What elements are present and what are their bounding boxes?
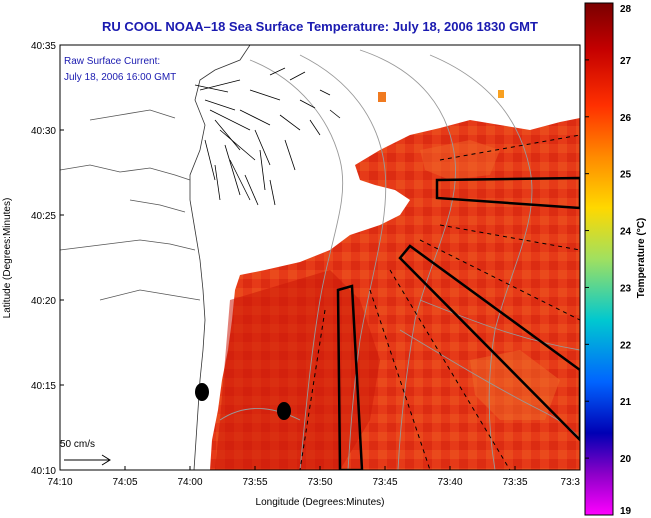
x-tick-label: 74:10 (47, 477, 72, 488)
y-tick-label: 40:35 (31, 41, 56, 52)
land-coastline (60, 45, 251, 470)
x-tick-label: 73:50 (307, 477, 332, 488)
station-marker (277, 402, 291, 420)
transect-boxes (336, 176, 580, 470)
transect-dashed-lines (299, 134, 580, 470)
sst-warm-patch-2 (470, 350, 560, 420)
x-axis-ticks: 74:10 74:05 74:00 73:55 73:50 73:45 73:40 73:35… (47, 466, 581, 488)
y-axis-ticks: 40:35 40:30 40:25 40:20 40:15 40:10 (31, 41, 64, 477)
sst-pixel (498, 90, 504, 98)
annotation-line-1: Raw Surface Current: (64, 56, 160, 67)
x-axis-title: Longitude (Degrees:Minutes) (256, 497, 385, 508)
x-tick-label: 74:00 (177, 477, 202, 488)
y-tick-label: 40:10 (31, 466, 56, 477)
annotation-line-2: July 18, 2006 16:00 GMT (64, 72, 176, 83)
colorbar-tick-label: 24 (620, 227, 632, 238)
x-tick-label: 73:40 (437, 477, 462, 488)
x-tick-label: 73:55 (242, 477, 267, 488)
sst-hot-band (215, 270, 380, 470)
colorbar-tick-label: 19 (620, 506, 632, 517)
map-title: RU COOL NOAA–18 Sea Surface Temperature:… (102, 19, 538, 34)
colorbar-tick-label: 25 (620, 170, 632, 181)
scale-bar-label: 50 cm/s (60, 439, 95, 450)
x-tick-label: 73:35 (502, 477, 527, 488)
colorbar-ticks: 28 27 26 25 24 23 22 21 20 19 (585, 2, 632, 517)
colorbar-title: Temperature (°C) (636, 218, 647, 299)
colorbar-tick-label: 21 (620, 397, 632, 408)
y-tick-label: 40:20 (31, 296, 56, 307)
y-tick-label: 40:30 (31, 126, 56, 137)
sst-pixel (378, 92, 386, 102)
x-tick-label: 73:3 (561, 477, 581, 488)
colorbar-tick-label: 23 (620, 283, 632, 294)
inland-waterways (60, 109, 201, 301)
station-marker (195, 383, 209, 401)
colorbar-tick-label: 22 (620, 340, 632, 351)
y-tick-label: 40:25 (31, 211, 56, 222)
current-vectors (194, 67, 341, 206)
colorbar-tick-label: 27 (620, 56, 632, 67)
x-tick-label: 73:45 (372, 477, 397, 488)
x-tick-label: 74:05 (112, 477, 137, 488)
y-tick-label: 40:15 (31, 381, 56, 392)
colorbar-tick-label: 28 (620, 4, 632, 15)
colorbar (584, 2, 614, 516)
colorbar-tick-label: 26 (620, 113, 632, 124)
y-axis-title: Latitude (Degrees:Minutes) (2, 198, 13, 319)
sst-warm-patch (420, 140, 500, 180)
scale-bar-arrow (64, 454, 111, 466)
colorbar-tick-label: 20 (620, 454, 632, 465)
